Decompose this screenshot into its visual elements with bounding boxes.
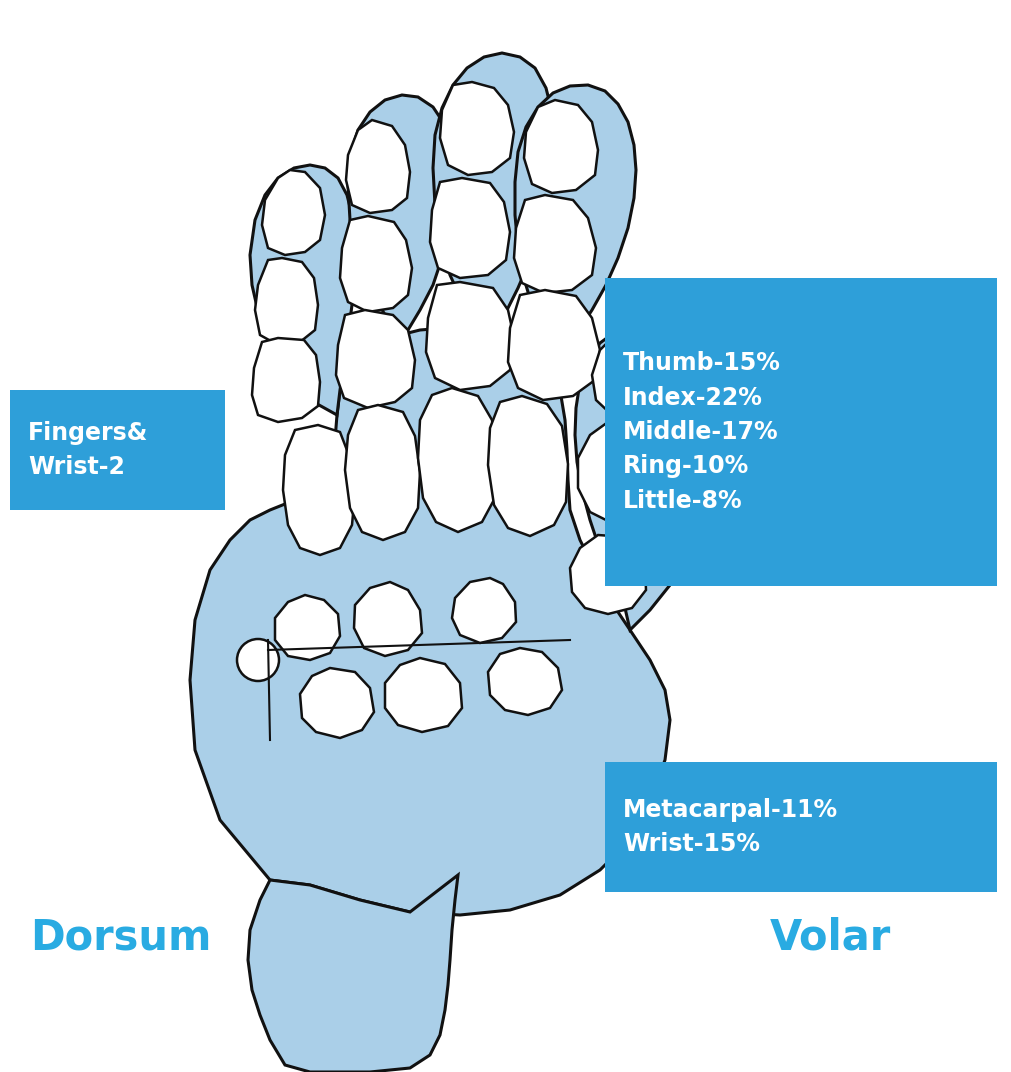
- Polygon shape: [426, 282, 515, 390]
- Polygon shape: [488, 396, 568, 536]
- Polygon shape: [354, 582, 422, 656]
- Text: Fingers&
Wrist-2: Fingers& Wrist-2: [28, 421, 149, 479]
- Text: Volar: Volar: [770, 917, 892, 959]
- Polygon shape: [252, 338, 320, 422]
- Polygon shape: [418, 388, 497, 532]
- Polygon shape: [336, 310, 415, 408]
- Polygon shape: [514, 195, 596, 293]
- FancyBboxPatch shape: [605, 278, 997, 586]
- Polygon shape: [255, 258, 318, 345]
- Polygon shape: [575, 327, 720, 630]
- Polygon shape: [345, 405, 420, 540]
- Polygon shape: [190, 328, 670, 915]
- Polygon shape: [515, 85, 636, 370]
- Polygon shape: [508, 291, 600, 400]
- FancyBboxPatch shape: [605, 762, 997, 892]
- Polygon shape: [433, 53, 554, 334]
- Polygon shape: [524, 100, 598, 193]
- Polygon shape: [346, 120, 410, 213]
- Polygon shape: [440, 81, 514, 175]
- Polygon shape: [348, 95, 453, 334]
- Ellipse shape: [237, 639, 279, 681]
- Text: Thumb-15%
Index-22%
Middle-17%
Ring-10%
Little-8%: Thumb-15% Index-22% Middle-17% Ring-10% …: [623, 352, 782, 512]
- Polygon shape: [248, 875, 458, 1072]
- Polygon shape: [452, 578, 516, 643]
- Polygon shape: [592, 332, 663, 418]
- Polygon shape: [578, 422, 665, 523]
- Polygon shape: [570, 535, 646, 614]
- Polygon shape: [283, 425, 355, 555]
- Text: Dorsum: Dorsum: [30, 917, 211, 959]
- Polygon shape: [340, 215, 412, 312]
- Polygon shape: [300, 668, 374, 738]
- FancyBboxPatch shape: [10, 390, 225, 510]
- Polygon shape: [430, 178, 510, 278]
- Polygon shape: [488, 647, 562, 715]
- Polygon shape: [250, 165, 355, 415]
- Text: Metacarpal-11%
Wrist-15%: Metacarpal-11% Wrist-15%: [623, 798, 838, 857]
- Polygon shape: [385, 658, 462, 732]
- Polygon shape: [275, 595, 340, 660]
- Polygon shape: [262, 170, 325, 255]
